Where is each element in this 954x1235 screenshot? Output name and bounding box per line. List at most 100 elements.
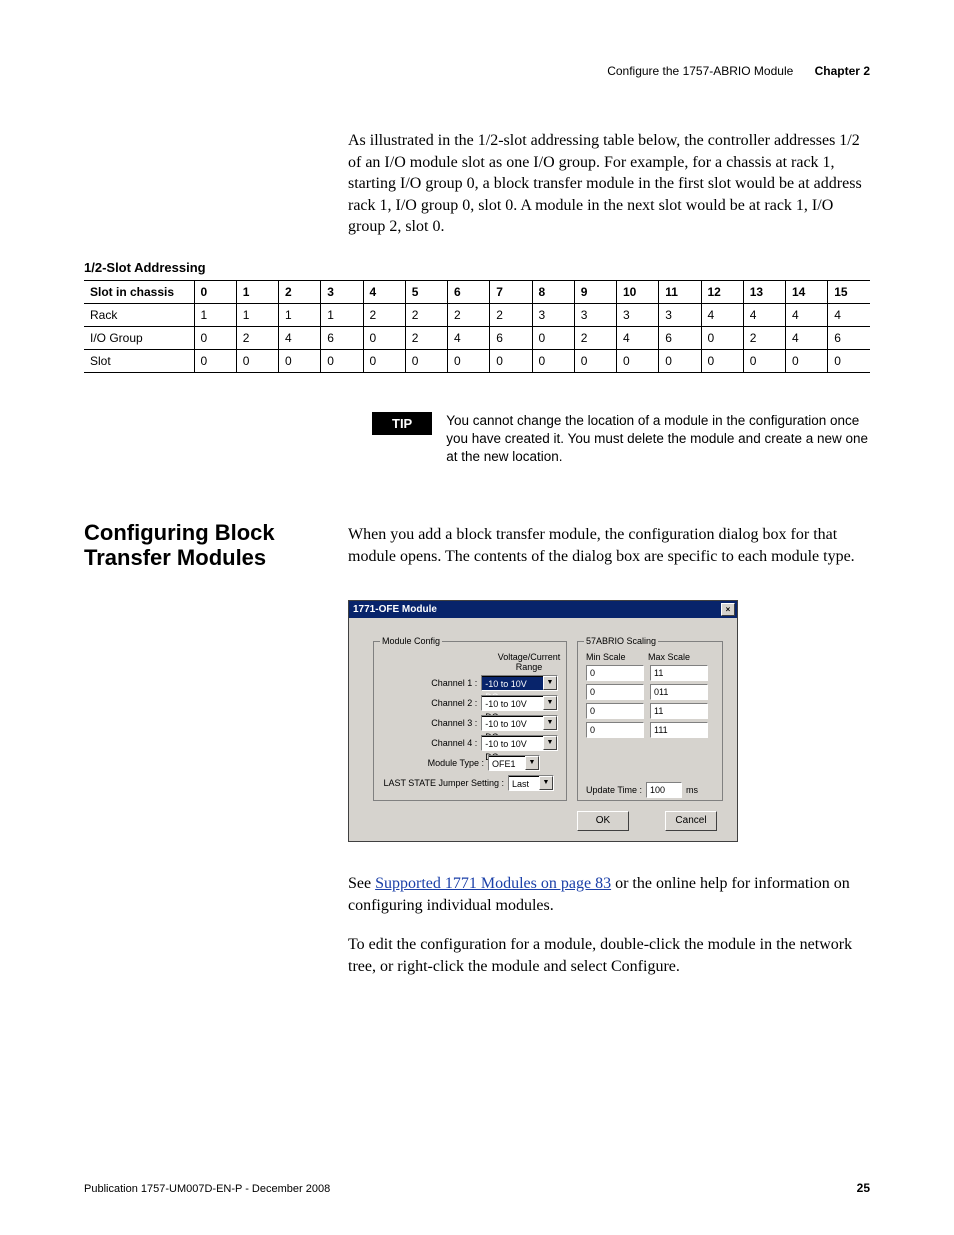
combo-text: -10 to 10V DC [482, 736, 543, 750]
chevron-down-icon[interactable]: ▼ [543, 676, 557, 690]
cell: 4 [828, 304, 870, 327]
cell: 1 [194, 304, 236, 327]
tip-text: You cannot change the location of a modu… [446, 412, 870, 467]
chevron-down-icon[interactable]: ▼ [543, 696, 557, 710]
group-title: 57ABRIO Scaling [584, 636, 658, 646]
header-doc-title: Configure the 1757-ABRIO Module [607, 64, 793, 78]
table-title: 1/2-Slot Addressing [84, 260, 206, 275]
cell: 1 [321, 304, 363, 327]
dialog-title: 1771-OFE Module [353, 601, 437, 618]
cell: 6 [659, 327, 701, 350]
running-header: Configure the 1757-ABRIO Module Chapter … [607, 64, 870, 78]
min-scale-input[interactable]: 0 [586, 703, 644, 719]
section-para-2: See Supported 1771 Modules on page 83 or… [348, 873, 870, 916]
chevron-down-icon[interactable]: ▼ [539, 776, 553, 790]
cell: 1 [279, 304, 321, 327]
min-scale-header: Min Scale [586, 652, 648, 662]
cell: 0 [701, 327, 743, 350]
max-scale-input[interactable]: 11 [650, 665, 708, 681]
cell: 4 [743, 304, 785, 327]
cell: 2 [743, 327, 785, 350]
last-state-combo[interactable]: Last ▼ [508, 775, 554, 791]
cell: 4 [786, 327, 828, 350]
footer-publication: Publication 1757-UM007D-EN-P - December … [84, 1183, 330, 1195]
cell: 0 [194, 350, 236, 373]
table-header-row: Slot in chassis 0 1 2 3 4 5 6 7 8 9 10 1… [84, 281, 870, 304]
col: 4 [363, 281, 405, 304]
section-heading: Configuring Block Transfer Modules [84, 520, 334, 571]
cell: 3 [574, 304, 616, 327]
cell: 0 [743, 350, 785, 373]
chevron-down-icon[interactable]: ▼ [525, 756, 539, 770]
cell: 0 [405, 350, 447, 373]
col: 9 [574, 281, 616, 304]
col: 5 [405, 281, 447, 304]
channel-label: Channel 1 : [382, 678, 481, 688]
supported-modules-link[interactable]: Supported 1771 Modules on page 83 [375, 875, 611, 892]
col: 3 [321, 281, 363, 304]
channel-combo[interactable]: -10 to 10V DC▼ [481, 735, 558, 751]
channel-combo[interactable]: -10 to 10V DC▼ [481, 695, 558, 711]
cell: 2 [574, 327, 616, 350]
col: 0 [194, 281, 236, 304]
col: 11 [659, 281, 701, 304]
module-dialog: 1771-OFE Module × Module Config Voltage/… [348, 600, 738, 842]
max-scale-input[interactable]: 111 [650, 722, 708, 738]
cell: 0 [194, 327, 236, 350]
row-label: Rack [84, 304, 194, 327]
col: 12 [701, 281, 743, 304]
col: 15 [828, 281, 870, 304]
chevron-down-icon[interactable]: ▼ [543, 736, 557, 750]
cell: 0 [236, 350, 278, 373]
cell: 4 [448, 327, 490, 350]
chevron-down-icon[interactable]: ▼ [543, 716, 557, 730]
table-header-label: Slot in chassis [84, 281, 194, 304]
update-time-input[interactable]: 100 [646, 782, 682, 798]
col: 8 [532, 281, 574, 304]
combo-text: -10 to 10V DC [482, 716, 543, 730]
cell: 2 [236, 327, 278, 350]
table-row: Slot0000000000000000 [84, 350, 870, 373]
update-time-label: Update Time : [586, 785, 642, 795]
table-row: I/O Group0246024602460246 [84, 327, 870, 350]
min-scale-input[interactable]: 0 [586, 665, 644, 681]
cell: 6 [828, 327, 870, 350]
col: 13 [743, 281, 785, 304]
channel-combo[interactable]: -10 to 10V DC▼ [481, 675, 558, 691]
document-page: Configure the 1757-ABRIO Module Chapter … [0, 0, 954, 1235]
cell: 4 [279, 327, 321, 350]
intro-paragraph: As illustrated in the 1/2-slot addressin… [348, 130, 870, 238]
tip-badge: TIP [372, 412, 432, 435]
cell: 0 [448, 350, 490, 373]
cell: 0 [659, 350, 701, 373]
cell: 0 [532, 327, 574, 350]
cancel-button[interactable]: Cancel [665, 811, 717, 831]
last-state-label: LAST STATE Jumper Setting : [382, 778, 508, 788]
cell: 2 [363, 304, 405, 327]
col: 10 [617, 281, 659, 304]
cell: 0 [363, 327, 405, 350]
addressing-table: Slot in chassis 0 1 2 3 4 5 6 7 8 9 10 1… [84, 280, 870, 373]
max-scale-input[interactable]: 11 [650, 703, 708, 719]
cell: 0 [786, 350, 828, 373]
cell: 4 [701, 304, 743, 327]
cell: 0 [617, 350, 659, 373]
cell: 0 [490, 350, 532, 373]
close-icon[interactable]: × [721, 603, 735, 616]
module-type-combo[interactable]: OFE1 ▼ [488, 755, 540, 771]
cell: 0 [574, 350, 616, 373]
col: 14 [786, 281, 828, 304]
module-config-group: Module Config Voltage/Current Range Chan… [373, 641, 567, 801]
ok-button[interactable]: OK [577, 811, 629, 831]
cell: 2 [490, 304, 532, 327]
channel-label: Channel 4 : [382, 738, 481, 748]
cell: 1 [236, 304, 278, 327]
cell: 2 [448, 304, 490, 327]
max-scale-input[interactable]: 011 [650, 684, 708, 700]
col: 1 [236, 281, 278, 304]
channel-combo[interactable]: -10 to 10V DC▼ [481, 715, 558, 731]
module-type-label: Module Type : [382, 758, 488, 768]
section-para-1: When you add a block transfer module, th… [348, 524, 870, 567]
min-scale-input[interactable]: 0 [586, 684, 644, 700]
min-scale-input[interactable]: 0 [586, 722, 644, 738]
